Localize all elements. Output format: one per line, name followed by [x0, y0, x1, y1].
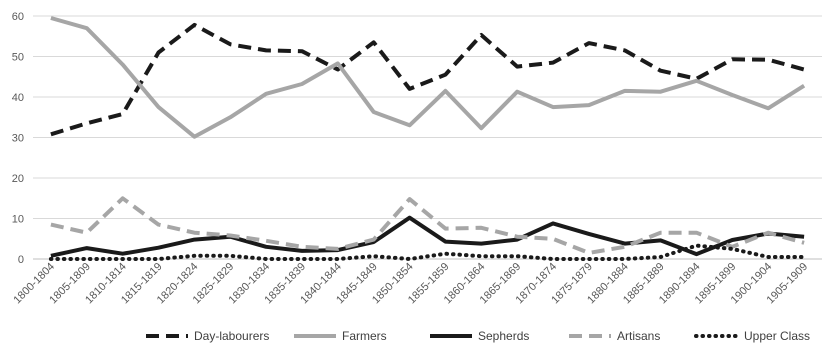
y-tick-label: 40: [12, 92, 24, 104]
grid-lines: [33, 15, 822, 219]
series-line-upper-class: [48, 243, 807, 261]
y-tick-label: 10: [12, 214, 24, 226]
y-tick-label: 60: [12, 11, 24, 23]
y-tick-label: 30: [12, 133, 24, 145]
legend: Day-labourers Farmers Sepherds Artisans Uppe…: [146, 329, 810, 343]
series-lines: [48, 16, 807, 261]
legend-label: Upper Class: [744, 329, 810, 343]
series-line-day-labourers: [50, 22, 805, 137]
y-tick-label: 20: [12, 173, 24, 185]
x-axis-tick-labels: 1800-18041805-18091810-18141815-18191820…: [11, 261, 810, 307]
y-tick-label: 0: [18, 254, 24, 266]
series-line-farmers: [50, 16, 806, 139]
legend-label: Sepherds: [478, 329, 529, 343]
y-tick-label: 50: [12, 52, 24, 64]
y-axis-tick-labels: 0 10 20 30 40 50 60: [12, 11, 24, 266]
legend-label: Farmers: [342, 329, 387, 343]
legend-label: Artisans: [617, 329, 660, 343]
legend-label: Day-labourers: [194, 329, 269, 343]
series-line-artisans: [50, 196, 805, 255]
series-line-sepherds: [50, 215, 805, 258]
